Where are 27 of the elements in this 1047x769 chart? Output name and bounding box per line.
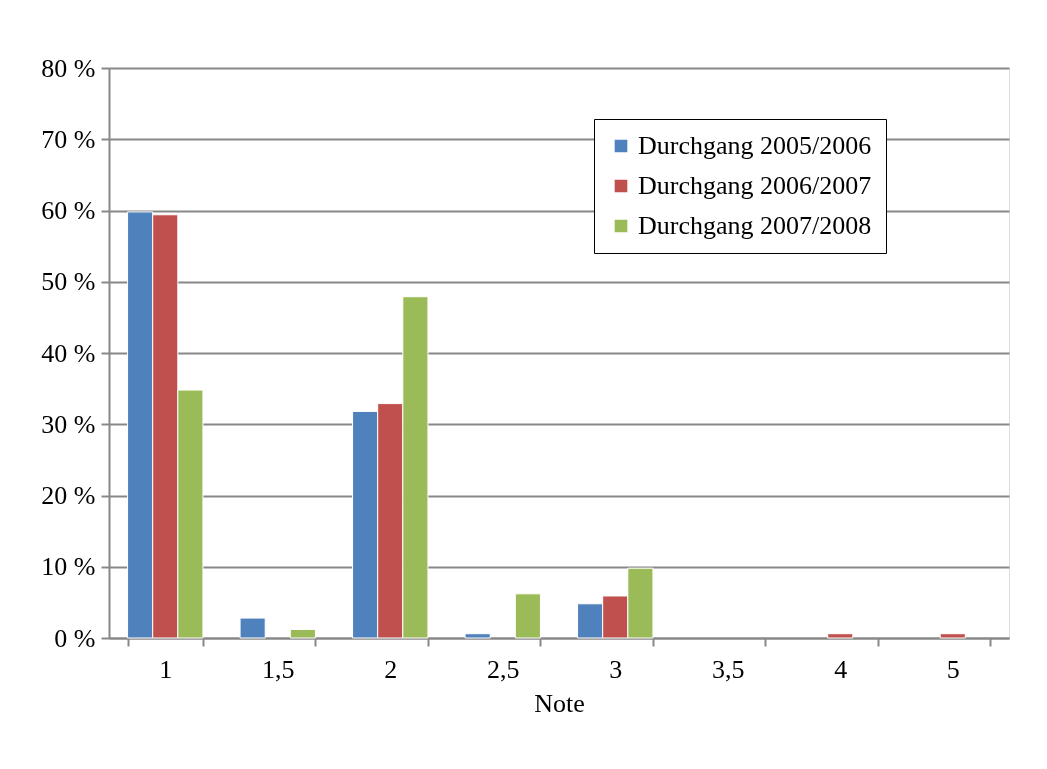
x-tick-label: 1,5	[262, 654, 295, 684]
y-tick-label: 60 %	[41, 196, 96, 225]
bar	[939, 633, 966, 639]
x-tick-label: 2,5	[487, 654, 520, 684]
bar	[514, 593, 541, 639]
y-tick-label: 50 %	[41, 267, 96, 297]
bar	[239, 617, 266, 639]
y-tick-label: 80 %	[41, 53, 96, 83]
x-tick-label: 3,5	[712, 654, 745, 684]
y-tick-label: 40 %	[41, 338, 96, 368]
x-tick-label: 5	[946, 654, 960, 684]
bar	[464, 633, 491, 639]
bar	[289, 628, 316, 639]
bar	[827, 633, 854, 639]
legend-label: Durchgang 2005/2006	[638, 131, 872, 160]
x-tick-label: 3	[609, 654, 623, 684]
legend-label: Durchgang 2006/2007	[638, 171, 872, 200]
y-tick-label: 0 %	[54, 623, 96, 653]
y-tick-label: 30 %	[41, 409, 96, 439]
x-tick-label: 4	[834, 654, 848, 684]
legend-label: Durchgang 2007/2008	[638, 211, 872, 240]
y-tick-label: 20 %	[41, 481, 96, 510]
y-tick-label: 70 %	[41, 124, 96, 154]
y-tick-label: 10 %	[41, 552, 96, 582]
x-axis-title: Note	[534, 688, 585, 718]
x-tick-label: 1	[159, 654, 173, 684]
x-tick-label: 2	[384, 654, 398, 684]
